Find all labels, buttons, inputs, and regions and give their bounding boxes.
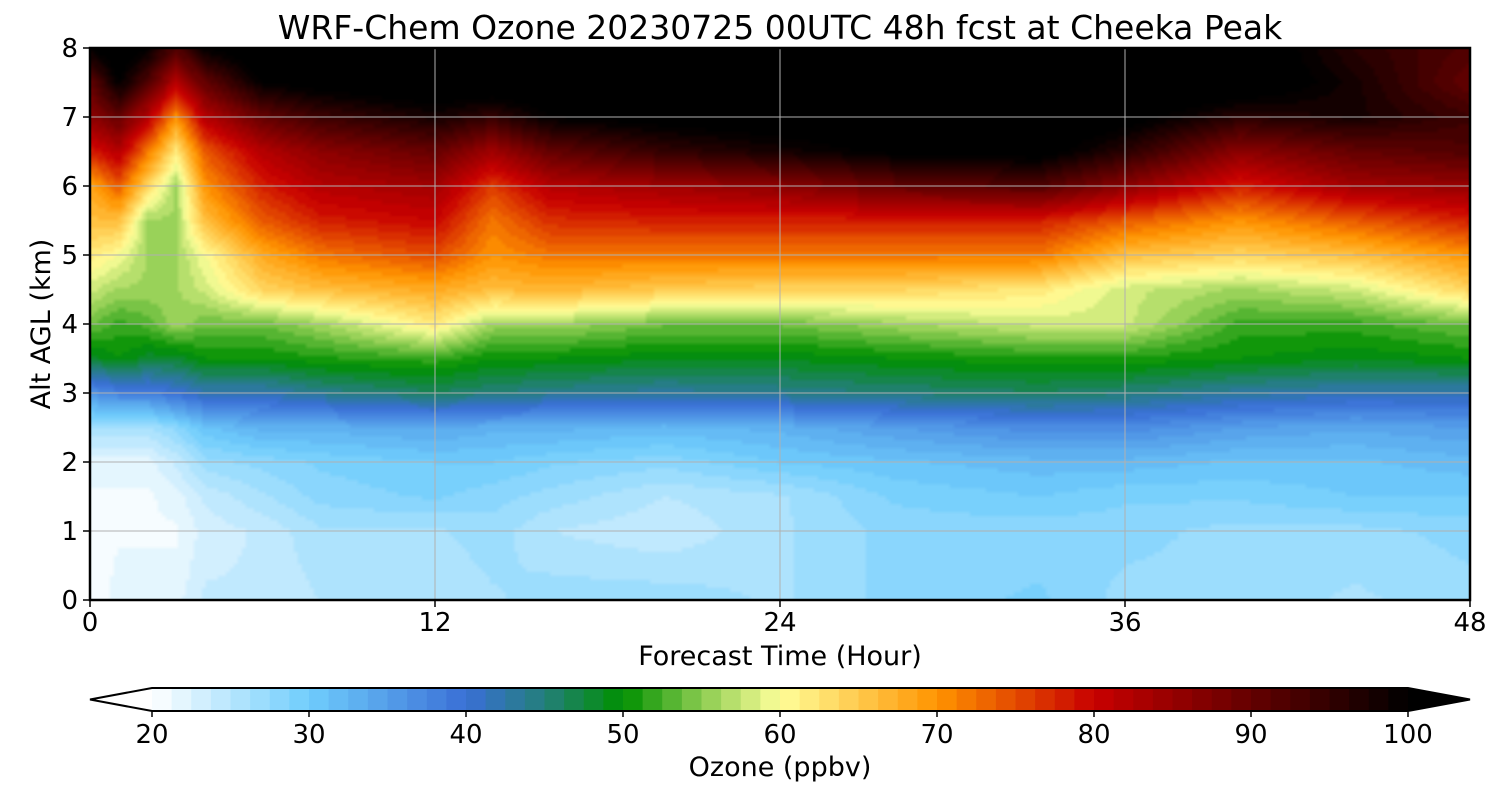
colorbar-segment [348,688,369,711]
colorbar-segment [1172,688,1193,711]
y-tick-label: 2 [61,448,78,478]
x-tick-label: 12 [418,608,451,638]
colorbar-segment [328,688,349,711]
colorbar-tick-label: 60 [763,720,796,750]
x-tick-label: 36 [1108,608,1141,638]
colorbar-segment [1015,688,1036,711]
colorbar-segment [1054,688,1075,711]
colorbar-segment [466,688,487,711]
x-tick-label: 0 [82,608,99,638]
colorbar-segment [701,688,722,711]
colorbar-segment [1349,688,1370,711]
y-tick-label: 3 [61,379,78,409]
colorbar: 20 30 40 50 60 70 80 90 100 [89,687,1471,750]
colorbar-segment [1329,688,1350,711]
colorbar-tick-label: 90 [1234,720,1267,750]
colorbar-segment [250,688,271,711]
colorbar-segment [505,688,526,711]
colorbar-segment [740,688,761,711]
x-axis-label: Forecast Time (Hour) [638,641,922,672]
y-axis-label: Alt AGL (km) [26,239,57,410]
colorbar-segment [878,688,899,711]
colorbar-segment [524,688,546,711]
colorbar-label: Ozone (ppbv) [689,752,872,783]
colorbar-segment [1192,688,1213,711]
colorbar-segment [1211,688,1232,711]
colorbar-segment [1133,688,1154,711]
colorbar-segment [819,688,840,711]
colorbar-segment [1251,688,1272,711]
colorbar-segment [1388,688,1409,711]
colorbar-tick-label: 50 [606,720,639,750]
colorbar-segment [309,688,330,711]
colorbar-segment [937,688,958,711]
colorbar-segment [269,688,290,711]
colorbar-segment [721,688,742,711]
colorbar-segment [210,688,232,711]
colorbar-segment [1074,688,1095,711]
colorbar-segment [681,688,703,711]
colorbar-segment [289,688,310,711]
colorbar-extend-high [1408,688,1470,711]
colorbar-segment [1270,688,1291,711]
colorbar-segment [407,688,428,711]
colorbar-segment [1290,688,1311,711]
colorbar-tick-label: 100 [1383,720,1433,750]
colorbar-tick-label: 20 [135,720,168,750]
colorbar-segment [544,688,565,711]
colorbar-tick-label: 40 [449,720,482,750]
colorbar-segment [152,688,173,711]
colorbar-segment [583,688,604,711]
y-tick-label: 5 [61,241,78,271]
colorbar-segment [426,688,447,711]
colorbar-segment [760,688,781,711]
y-tick-label: 6 [61,172,78,202]
colorbar-segment [976,688,997,711]
colorbar-segment [662,688,683,711]
colorbar-segment [1152,688,1174,711]
colorbar-segment [230,688,251,711]
colorbar-segment [838,688,860,711]
colorbar-segment [1035,688,1056,711]
chart-title: WRF-Chem Ozone 20230725 00UTC 48h fcst a… [278,8,1283,47]
colorbar-segment [191,688,212,711]
colorbar-extend-low [90,688,152,711]
colorbar-segment [1309,688,1331,711]
y-tick-label: 8 [61,34,78,64]
colorbar-segment [485,688,506,711]
colorbar-segment [799,688,820,711]
y-tick-label: 4 [61,310,78,340]
colorbar-segment [858,688,879,711]
y-tick-label: 1 [61,517,78,547]
colorbar-tick-label: 80 [1077,720,1110,750]
colorbar-segment [387,688,408,711]
y-axis: 0 1 2 3 4 5 6 7 8 [61,34,90,616]
colorbar-segment [1368,688,1389,711]
colorbar-segment [917,688,938,711]
colorbar-segment [564,688,585,711]
colorbar-segment [623,688,644,711]
colorbar-segment [1113,688,1134,711]
colorbar-segment [956,688,977,711]
colorbar-segment [642,688,663,711]
colorbar-segment [367,688,389,711]
colorbar-segment [780,688,801,711]
colorbar-tick-label: 70 [920,720,953,750]
colorbar-segment [897,688,918,711]
colorbar-segment [603,688,624,711]
y-tick-label: 7 [61,103,78,133]
y-tick-label: 0 [61,586,78,616]
x-tick-label: 48 [1453,608,1486,638]
x-tick-label: 24 [763,608,796,638]
colorbar-segment [1231,688,1252,711]
colorbar-segment [1094,688,1115,711]
colorbar-segment [995,688,1017,711]
colorbar-segment [446,688,467,711]
grid-lines [90,48,1470,600]
colorbar-segment [171,688,192,711]
x-axis: 0 12 24 36 48 [82,600,1487,638]
colorbar-tick-label: 30 [292,720,325,750]
